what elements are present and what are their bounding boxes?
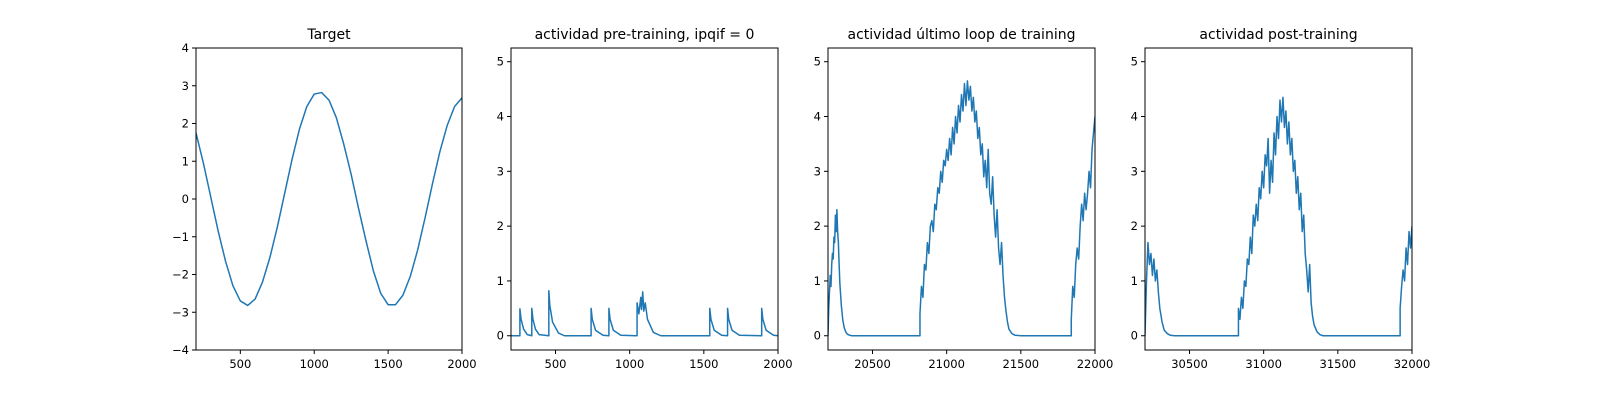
- axes-frame: [510, 47, 779, 351]
- y-tick-label: 3: [1131, 164, 1138, 178]
- y-tick-label: 1: [1131, 274, 1138, 288]
- x-tick-label: 500: [545, 357, 567, 371]
- y-tick-label: 5: [1131, 55, 1138, 69]
- x-tick-label: 21000: [928, 357, 965, 371]
- panel-target: Target 500 1000 1500 2000 −4 −3 −2 −1 0 1 2 3 4: [172, 27, 477, 371]
- x-tick-label: 2000: [447, 357, 476, 371]
- y-tick-label: 1: [814, 274, 821, 288]
- y-tick-label: 1: [182, 154, 189, 168]
- series-line: [196, 91, 462, 307]
- y-tick-label: −4: [172, 343, 189, 357]
- y-tick-label: 5: [814, 55, 821, 69]
- y-tick-label: 2: [182, 117, 189, 131]
- y-tick-label: 4: [182, 41, 189, 55]
- panel-pre-training: actividad pre-training, ipqif = 0 500 100…: [497, 27, 793, 371]
- series-line: [511, 290, 778, 337]
- chart-title: actividad pre-training, ipqif = 0: [535, 27, 755, 43]
- y-tick-label: 4: [1131, 110, 1138, 124]
- y-tick-label: 4: [814, 110, 821, 124]
- x-tick-label: 31000: [1245, 357, 1282, 371]
- x-tick-label: 500: [229, 357, 251, 371]
- y-tick-label: 3: [182, 79, 189, 93]
- chart-title: actividad último loop de training: [848, 27, 1076, 43]
- x-tick-label: 22000: [1077, 357, 1114, 371]
- x-tick-label: 20500: [854, 357, 891, 371]
- y-tick-label: 2: [497, 219, 504, 233]
- x-tick-label: 1000: [615, 357, 644, 371]
- panel-post-training: actividad post-training 30500 31000 31500 3…: [1131, 27, 1431, 371]
- x-tick-label: 32000: [1394, 357, 1431, 371]
- axes-frame: [1144, 47, 1413, 351]
- y-tick-label: 4: [497, 110, 504, 124]
- x-tick-label: 21500: [1003, 357, 1040, 371]
- chart-title: Target: [306, 27, 351, 43]
- y-tick-label: 2: [814, 219, 821, 233]
- x-tick-label: 1000: [300, 357, 329, 371]
- y-tick-label: 0: [497, 329, 504, 343]
- y-tick-label: 0: [182, 192, 189, 206]
- series-line: [828, 80, 1095, 337]
- chart-title: actividad post-training: [1199, 27, 1357, 43]
- panel-last-training-loop: actividad último loop de training 20500 2…: [814, 27, 1114, 371]
- y-tick-label: −1: [172, 230, 189, 244]
- y-tick-label: −3: [172, 305, 189, 319]
- x-tick-label: 1500: [689, 357, 718, 371]
- y-tick-label: 3: [814, 164, 821, 178]
- x-tick-label: 2000: [763, 357, 792, 371]
- y-tick-label: 1: [497, 274, 504, 288]
- y-tick-label: 0: [1131, 329, 1138, 343]
- x-tick-label: 31500: [1320, 357, 1357, 371]
- y-tick-label: 5: [497, 55, 504, 69]
- axes-frame: [827, 47, 1096, 351]
- series-line: [1145, 96, 1412, 337]
- y-tick-label: 0: [814, 329, 821, 343]
- y-tick-label: 2: [1131, 219, 1138, 233]
- y-tick-label: 3: [497, 164, 504, 178]
- y-tick-label: −2: [172, 268, 189, 282]
- axes-frame: [195, 47, 463, 351]
- x-tick-label: 1500: [373, 357, 402, 371]
- x-tick-label: 30500: [1171, 357, 1208, 371]
